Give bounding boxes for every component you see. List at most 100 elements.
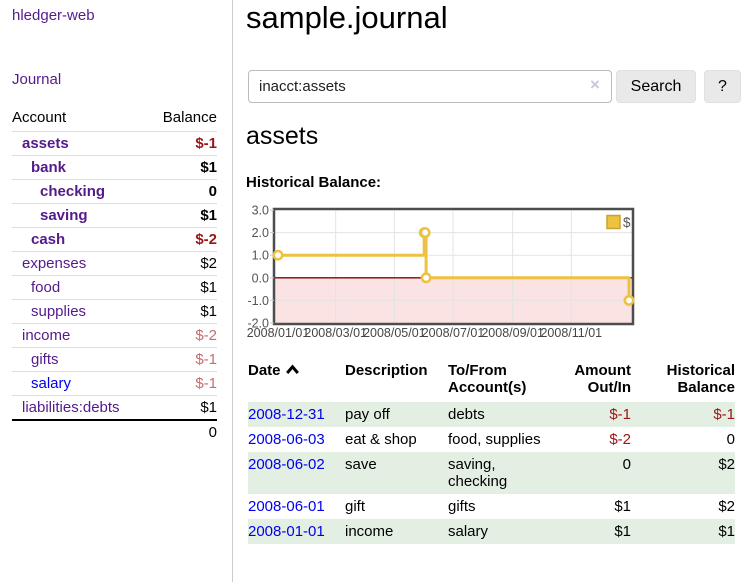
transaction-balance: 0 [726,431,735,448]
transaction-amount: $-2 [609,431,631,448]
help-button[interactable]: ? [704,70,741,103]
chart-title: Historical Balance: [246,174,382,191]
date-column-header[interactable]: Date [248,360,345,402]
transaction-date-link[interactable]: 2008-12-31 [248,406,325,423]
y-axis-tick-label: 1.0 [252,249,269,263]
account-balance: 0 [148,179,217,204]
register-row: 2008-06-03 eat & shop food, supplies $-2… [248,427,735,452]
account-row: bank $1 [12,155,217,180]
account-balance: $1 [148,155,217,180]
account-row: checking 0 [12,179,217,204]
account-row: liabilities:debts $1 [12,395,217,420]
account-row: salary $-1 [12,371,217,396]
account-row: expenses $2 [12,251,217,276]
register-header-row: Date Description To/From Account(s) Amou… [248,360,735,402]
clear-search-icon[interactable]: × [590,75,600,94]
account-link-food[interactable]: food [31,279,61,296]
accounts-balance-table: Account Balance assets $-1 bank $1 check… [12,106,217,444]
account-balance: $-2 [148,323,217,348]
account-row: food $1 [12,275,217,300]
account-balance: $1 [148,395,217,420]
transaction-description: pay off [345,406,390,423]
x-axis-tick-label: 2008/07/01 [422,326,485,340]
account-balance: $-1 [148,131,217,156]
account-balance: $-2 [148,227,217,252]
data-point-marker [420,272,432,284]
transaction-date-link[interactable]: 2008-01-01 [248,523,325,540]
register-row: 2008-06-02 save saving, checking 0 $2 [248,452,735,494]
account-balance: $1 [148,203,217,228]
x-axis-tick-label: 2008/01/01 [247,326,310,340]
account-heading: assets [246,122,319,150]
x-axis-tick-label: 2008/05/01 [363,326,426,340]
transaction-date-link[interactable]: 2008-06-02 [248,456,325,473]
account-link-checking[interactable]: checking [40,183,106,200]
account-link-expenses[interactable]: expenses [22,255,87,272]
account-row: income $-2 [12,323,217,348]
transaction-amount: $1 [614,523,631,540]
transaction-description: gift [345,498,366,515]
account-link-salary[interactable]: salary [31,375,72,392]
sort-ascending-icon [285,362,300,379]
y-axis-tick-label: 3.0 [252,204,269,218]
account-link-bank[interactable]: bank [31,159,67,176]
balance-column-header: Historical Balance [666,362,735,396]
account-row: gifts $-1 [12,347,217,372]
transaction-description: eat & shop [345,431,417,448]
accounts-total-value: 0 [148,419,217,444]
account-balance: $-1 [148,347,217,372]
amount-column-header: Amount Out/In [574,362,631,396]
transaction-amount: 0 [622,456,631,473]
transaction-date-link[interactable]: 2008-06-01 [248,498,325,515]
accounts-column-header: To/From Account(s) [448,362,527,396]
account-link-gifts[interactable]: gifts [31,351,59,368]
transaction-amount: $-1 [609,406,631,423]
account-link-assets[interactable]: assets [22,135,69,152]
account-column-header: Account [12,109,67,126]
transaction-balance: $-1 [713,406,735,423]
historical-balance-chart: 3.0 2.0 1.0 0.0 -1.0 -2.02008/01/012008/03/01… [247,204,635,340]
legend-swatch [606,214,621,230]
account-balance: $-1 [148,371,217,396]
register-row: 2008-12-31 pay off debts $-1 $-1 [248,402,735,427]
search-input[interactable] [248,70,612,103]
account-balance: $2 [148,251,217,276]
transaction-accounts: salary [448,523,489,540]
accounts-total-row: 0 [12,419,217,444]
date-header-label: Date [248,362,281,379]
register-row: 2008-01-01 income salary $1 $1 [248,519,735,544]
x-axis-tick-label: 2008/03/01 [304,326,367,340]
transaction-accounts: gifts [448,498,476,515]
y-axis-tick-label: 2.0 [252,226,269,240]
register-row: 2008-06-01 gift gifts $1 $2 [248,494,735,519]
data-point-marker [419,227,431,239]
register-table: Date Description To/From Account(s) Amou… [248,360,735,544]
account-link-cash[interactable]: cash [31,231,66,248]
transaction-description: save [345,456,377,473]
account-link-liabilities-debts[interactable]: liabilities:debts [22,399,120,416]
account-row: cash $-2 [12,227,217,252]
search-button[interactable]: Search [616,70,696,103]
sidebar-item-journal[interactable]: Journal [12,71,62,88]
transaction-date-link[interactable]: 2008-06-03 [248,431,325,448]
account-link-saving[interactable]: saving [40,207,88,224]
x-axis-tick-label: 2008/11/01 [540,326,602,340]
account-link-supplies[interactable]: supplies [31,303,87,320]
account-link-income[interactable]: income [22,327,71,344]
sidebar: hledger-web Journal Account Balance asse… [0,0,233,582]
y-axis-tick-label: -1.0 [247,294,269,308]
app-brand-link[interactable]: hledger-web [12,7,95,24]
data-point-marker [272,249,284,261]
x-axis-tick-label: 2008/09/01 [481,326,544,340]
balance-column-header: Balance [162,109,217,126]
page-title: sample.journal [246,0,448,35]
y-axis-tick-label: 0.0 [252,271,269,285]
transaction-balance: $2 [718,456,735,473]
legend-label: $ [623,215,631,230]
accounts-table-header: Account Balance [12,106,217,132]
data-point-marker [623,294,635,306]
transaction-description: income [345,523,394,540]
transaction-accounts: food, supplies [448,431,541,448]
account-balance: $1 [148,299,217,324]
account-row: saving $1 [12,203,217,228]
